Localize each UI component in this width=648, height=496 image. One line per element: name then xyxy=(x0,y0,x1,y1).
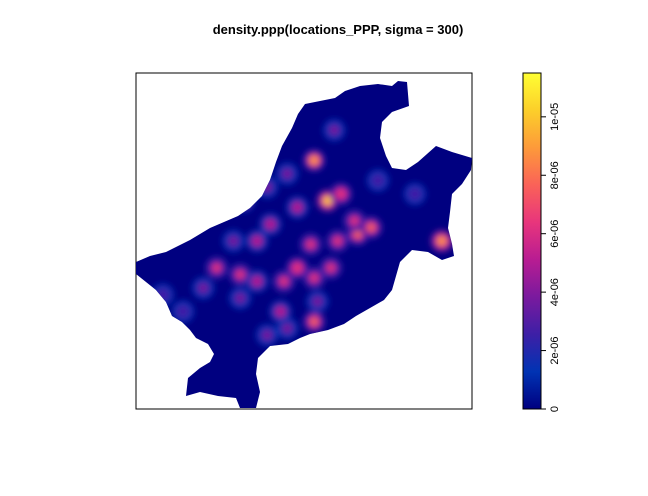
colorbar-tick-label-2: 4e-06 xyxy=(549,278,561,306)
colorbar-tick-label-0: 0 xyxy=(549,406,561,412)
density-hotspot-5-level-2 xyxy=(333,237,342,245)
density-hotspot-14-level-0 xyxy=(232,189,255,212)
density-hotspot-1-level-2 xyxy=(323,196,332,205)
density-field xyxy=(136,81,472,408)
density-hotspot-2-level-2 xyxy=(336,189,345,198)
colorbar-scale xyxy=(522,72,542,410)
density-hotspot-9-level-2 xyxy=(252,237,261,245)
density-hotspot-4-level-2 xyxy=(367,223,376,232)
plot-frame xyxy=(135,72,473,410)
density-hotspot-14-level-2 xyxy=(239,196,248,205)
density-hotspot-30-level-2 xyxy=(437,237,446,245)
colorbar-ticks: 0 2e-06 4e-06 6e-06 8e-06 1e-05 xyxy=(541,103,561,412)
density-hotspot-6-level-2 xyxy=(306,240,315,249)
density-hotspot-28-level-2 xyxy=(179,307,188,316)
density-hotspot-19-level-2 xyxy=(252,277,261,286)
colorbar-tick-label-4: 8e-06 xyxy=(549,161,561,189)
density-hotspot-21-level-2 xyxy=(326,263,335,272)
density-hotspot-10-level-2 xyxy=(266,220,275,229)
colorbar-tick-label-3: 6e-06 xyxy=(549,220,561,248)
density-hotspot-25-level-2 xyxy=(283,324,292,333)
colorbar: 0 2e-06 4e-06 6e-06 8e-06 1e-05 xyxy=(522,72,561,412)
density-hotspot-16-level-2 xyxy=(212,263,221,272)
density-hotspot-3-level-2 xyxy=(353,230,362,239)
density-hotspot-29-level-2 xyxy=(158,290,167,299)
density-hotspot-31-level-2 xyxy=(410,189,419,198)
colorbar-tick-label-5: 1e-05 xyxy=(549,103,561,131)
density-hotspot-7-level-2 xyxy=(293,263,302,272)
density-hotspot-14-level-1 xyxy=(236,193,251,208)
density-hotspot-18-level-2 xyxy=(236,270,245,279)
density-hotspot-23-level-2 xyxy=(276,307,285,316)
colorbar-tick-label-1: 2e-06 xyxy=(549,336,561,364)
density-hotspot-15-level-2 xyxy=(229,237,238,245)
density-hotspot-22-level-2 xyxy=(313,297,322,306)
density-hotspot-34-level-2 xyxy=(350,216,359,225)
density-hotspot-17-level-2 xyxy=(199,284,208,293)
density-hotspot-13-level-2 xyxy=(263,183,272,192)
chart-title: density.ppp(locations_PPP, sigma = 300) xyxy=(212,22,464,37)
density-hotspot-32-level-2 xyxy=(373,176,382,185)
density-hotspot-12-level-2 xyxy=(283,169,292,178)
density-hotspot-33-level-2 xyxy=(330,126,339,135)
density-hotspot-0-level-2 xyxy=(310,156,319,165)
density-hotspot-20-level-2 xyxy=(310,273,319,282)
density-hotspot-24-level-2 xyxy=(310,317,319,326)
density-hotspot-11-level-2 xyxy=(293,203,302,212)
density-hotspot-27-level-2 xyxy=(236,294,245,303)
density-hotspot-26-level-2 xyxy=(263,331,272,340)
density-hotspot-8-level-2 xyxy=(279,277,288,286)
